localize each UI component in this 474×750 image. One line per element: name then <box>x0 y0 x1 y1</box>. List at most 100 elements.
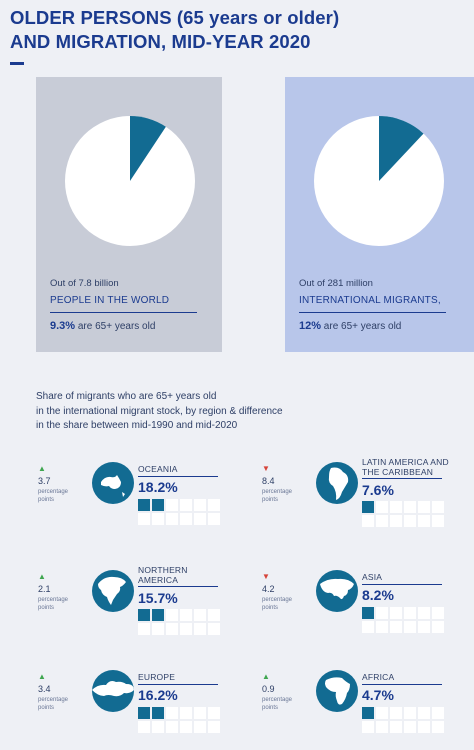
europe-globe-icon <box>92 670 134 712</box>
share-square-empty <box>418 707 430 719</box>
oceania-globe-icon <box>92 462 134 504</box>
region-difference: 3.7 <box>38 476 51 486</box>
share-square-empty <box>166 499 178 511</box>
region-difference: 0.9 <box>262 684 275 694</box>
share-square-empty <box>166 721 178 733</box>
share-square-empty <box>418 501 430 513</box>
region-difference-unit: percentage points <box>38 596 78 612</box>
share-square-empty <box>166 707 178 719</box>
region-name: EUROPE <box>138 672 175 682</box>
migrants-stat: 12% are 65+ years old <box>299 320 401 332</box>
share-square-empty <box>152 513 164 525</box>
share-square-empty <box>180 513 192 525</box>
europe-globe-icon-shape <box>92 681 134 697</box>
region-name-line-1: ASIA <box>362 572 383 582</box>
region-difference: 3.4 <box>38 684 51 694</box>
region-name: OCEANIA <box>138 464 178 474</box>
share-square-empty <box>138 623 150 635</box>
share-square-empty <box>376 621 388 633</box>
share-square-empty <box>138 721 150 733</box>
share-square-empty <box>376 515 388 527</box>
unit-line-2: points <box>38 705 55 711</box>
region-divider <box>362 478 442 479</box>
region-divider <box>362 684 442 685</box>
share-square-empty <box>180 707 192 719</box>
title-line-1: OLDER PERSONS (65 years or older) <box>10 7 340 28</box>
unit-line-1: percentage <box>38 697 69 703</box>
region-asia: ▼ 4.2 percentage points ASIA 8.2% <box>260 570 460 650</box>
migrants-stat-suffix: are 65+ years old <box>321 321 402 332</box>
increase-arrow-icon: ▲ <box>38 464 46 473</box>
region-share-squares <box>138 707 220 733</box>
unit-line-2: points <box>262 705 279 711</box>
share-square-empty <box>208 513 220 525</box>
pie-slice-65-plus <box>130 116 166 181</box>
share-square-empty <box>362 621 374 633</box>
share-square-empty <box>180 609 192 621</box>
share-square-empty <box>404 607 416 619</box>
region-difference-unit: percentage points <box>262 596 302 612</box>
region-name-line-1: EUROPE <box>138 672 176 682</box>
description-line-3: in the share between mid-1990 and mid-20… <box>36 420 238 431</box>
region-divider <box>138 476 218 477</box>
share-square-empty <box>404 515 416 527</box>
share-square-filled <box>152 499 164 511</box>
share-square-empty <box>390 707 402 719</box>
region-share-value: 15.7% <box>138 590 178 606</box>
share-square-empty <box>180 499 192 511</box>
world-stat-suffix: are 65+ years old <box>75 321 156 332</box>
unit-line-2: points <box>38 497 55 503</box>
region-divider <box>138 586 218 587</box>
share-square-empty <box>432 607 444 619</box>
region-name: NORTHERN AMERICA <box>138 565 188 585</box>
region-name-line-1: AFRICA <box>362 672 395 682</box>
migrants-pie-chart <box>314 116 444 246</box>
region-name-line-1: NORTHERN <box>138 565 188 575</box>
share-square-empty <box>432 501 444 513</box>
share-square-empty <box>208 499 220 511</box>
decrease-arrow-icon: ▼ <box>262 572 270 581</box>
share-square-empty <box>208 609 220 621</box>
unit-line-1: percentage <box>38 597 69 603</box>
share-square-empty <box>152 721 164 733</box>
migrants-panel: Out of 281 million INTERNATIONAL MIGRANT… <box>285 77 474 352</box>
description-line-1: Share of migrants who are 65+ years old <box>36 391 217 402</box>
share-square-empty <box>432 707 444 719</box>
share-square-empty <box>404 707 416 719</box>
north-america-globe-icon <box>92 570 134 612</box>
region-difference-unit: percentage points <box>38 488 78 504</box>
unit-line-1: percentage <box>262 489 293 495</box>
share-square-empty <box>362 721 374 733</box>
description-line-2: in the international migrant stock, by r… <box>36 405 283 417</box>
asia-globe-icon <box>316 570 358 612</box>
share-square-empty <box>180 623 192 635</box>
share-square-empty <box>432 621 444 633</box>
share-square-empty <box>376 501 388 513</box>
share-square-empty <box>390 621 402 633</box>
africa-globe-icon-shape <box>325 677 350 705</box>
north-america-globe-icon-shape <box>98 576 126 605</box>
share-square-empty <box>194 623 206 635</box>
region-share-value: 7.6% <box>362 482 394 498</box>
share-square-empty <box>404 501 416 513</box>
share-square-filled <box>362 501 374 513</box>
share-square-empty <box>390 501 402 513</box>
share-square-empty <box>362 515 374 527</box>
pie-slice-65-plus <box>379 116 424 181</box>
share-square-filled <box>152 609 164 621</box>
oceania-globe-icon-shape <box>101 475 125 497</box>
share-square-empty <box>390 721 402 733</box>
page-title: OLDER PERSONS (65 years or older) AND MI… <box>10 6 339 54</box>
decrease-arrow-icon: ▼ <box>262 464 270 473</box>
unit-line-2: points <box>262 497 279 503</box>
region-oceania: ▲ 3.7 percentage points OCEANIA 18.2% <box>36 462 236 542</box>
share-square-empty <box>418 515 430 527</box>
title-underline <box>10 62 24 65</box>
region-name-line-1: LATIN AMERICA AND <box>362 457 449 467</box>
region-share-squares <box>362 707 444 733</box>
share-square-empty <box>166 623 178 635</box>
world-stat: 9.3% are 65+ years old <box>50 320 155 332</box>
increase-arrow-icon: ▲ <box>38 672 46 681</box>
region-name-line-2: THE CARIBBEAN <box>362 467 434 477</box>
region-share-squares <box>138 609 220 635</box>
